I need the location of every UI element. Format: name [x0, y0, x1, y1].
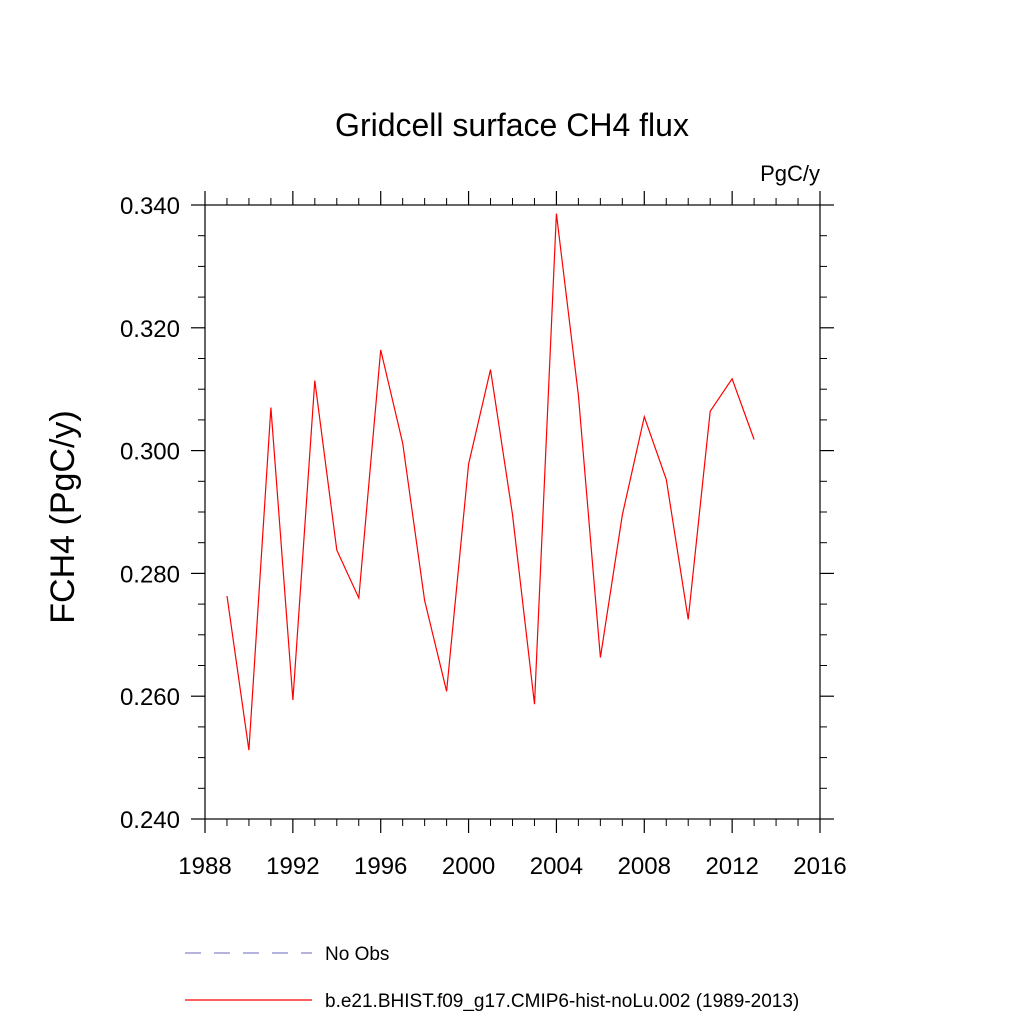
x-tick-label: 2012: [705, 853, 758, 880]
x-tick-label: 2004: [530, 853, 583, 880]
units-label: PgC/y: [760, 161, 820, 186]
data-point: [555, 212, 558, 215]
data-point: [357, 596, 360, 599]
data-point: [379, 348, 382, 351]
legend-label: b.e21.BHIST.f09_g17.CMIP6-hist-noLu.002 …: [325, 991, 799, 1012]
y-tick-label: 0.300: [120, 439, 180, 466]
axis-tick-labels: 1988 1992 1996 2000 2004 2008 2012 2016 0.240 0.2…: [120, 193, 847, 880]
data-point: [709, 410, 712, 413]
y-tick-label: 0.260: [120, 684, 180, 711]
data-point: [467, 463, 470, 466]
y-tick-label: 0.280: [120, 561, 180, 588]
data-point: [291, 698, 294, 701]
y-tick-label: 0.320: [120, 316, 180, 343]
y-tick-label: 0.340: [120, 193, 180, 220]
data-point: [489, 368, 492, 371]
data-point: [335, 549, 338, 552]
data-point: [687, 618, 690, 621]
data-point: [401, 442, 404, 445]
x-tick-label: 2000: [442, 853, 495, 880]
data-point: [643, 415, 646, 418]
chart-title: Gridcell surface CH4 flux: [335, 107, 689, 143]
data-point: [599, 656, 602, 659]
data-point: [731, 377, 734, 380]
series-line: [226, 213, 755, 751]
data-point: [313, 379, 316, 382]
data-point: [445, 690, 448, 693]
data-point: [533, 703, 536, 706]
x-tick-label: 1996: [354, 853, 407, 880]
y-tick-label: 0.240: [120, 807, 180, 834]
axis-ticks: [191, 191, 834, 833]
data-point: [621, 514, 624, 517]
data-point: [247, 749, 250, 752]
data-point: [269, 406, 272, 409]
x-tick-label: 2016: [793, 853, 846, 880]
series-layer: [225, 212, 756, 752]
y-axis-label: FCH4 (PgC/y): [44, 410, 82, 623]
data-point: [225, 595, 228, 598]
data-point: [511, 513, 514, 516]
data-point: [423, 599, 426, 602]
data-point: [577, 394, 580, 397]
x-tick-label: 1988: [178, 853, 231, 880]
x-tick-label: 2008: [618, 853, 671, 880]
data-point: [665, 478, 668, 481]
legend: No Obs b.e21.BHIST.f09_g17.CMIP6-hist-noL…: [185, 944, 799, 1012]
data-point: [753, 438, 756, 441]
legend-label: No Obs: [325, 944, 389, 965]
x-tick-label: 1992: [266, 853, 319, 880]
